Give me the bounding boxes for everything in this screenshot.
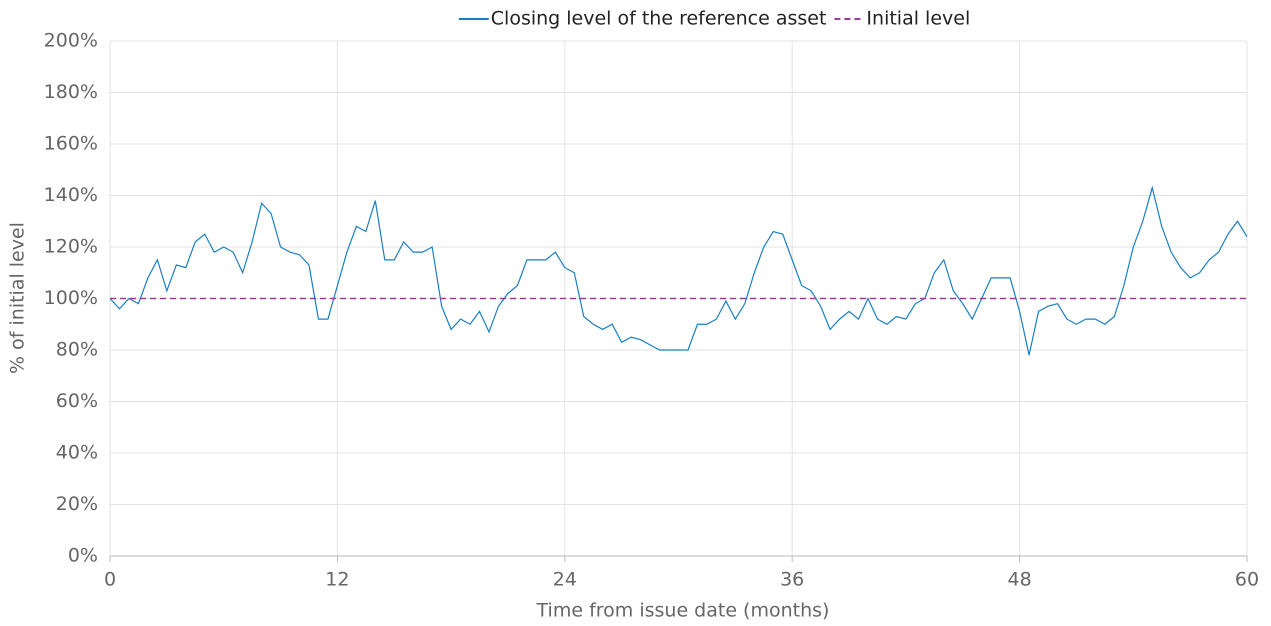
legend-label: Closing level of the reference asset [491, 8, 827, 30]
x-tick-label: 60 [1235, 569, 1259, 591]
x-tick-label: 36 [780, 569, 804, 591]
y-tick-label: 160% [44, 133, 98, 155]
x-tick-label: 12 [325, 569, 349, 591]
y-tick-label: 60% [56, 390, 98, 412]
legend-label: Initial level [866, 8, 970, 30]
line-series [109, 185, 1248, 356]
y-tick-label: 40% [56, 442, 98, 464]
y-axis-label: % of initial level [7, 222, 29, 374]
y-tick-label: 100% [44, 287, 98, 309]
y-tick-label: 180% [44, 81, 98, 103]
y-tick-label: 120% [44, 236, 98, 258]
y-tick-label: 200% [44, 30, 98, 52]
y-tick-label: 80% [56, 339, 98, 361]
x-tick-label: 0 [104, 569, 116, 591]
x-tick-label: 24 [553, 569, 577, 591]
y-tick-label: 140% [44, 184, 98, 206]
x-axis-label: Time from issue date (months) [536, 600, 830, 622]
y-tick-label: 20% [56, 493, 98, 515]
x-tick-label: 48 [1008, 569, 1032, 591]
y-tick-label: 0% [68, 545, 98, 567]
